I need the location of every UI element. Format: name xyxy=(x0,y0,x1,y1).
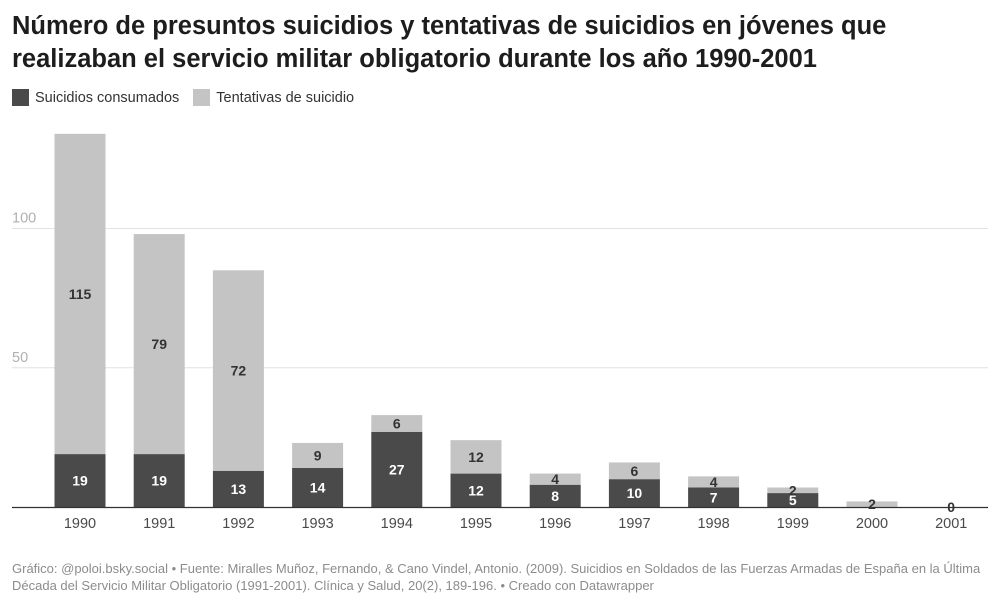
bar-1996-series-0 xyxy=(529,484,581,507)
bar-2000-series-1 xyxy=(846,501,898,507)
bar-1995-series-0 xyxy=(450,473,502,507)
source-footer: Gráfico: @poloi.bsky.social • Fuente: Mi… xyxy=(12,561,981,593)
data-label-1990-series-1: 115 xyxy=(69,286,92,302)
x-tick-label-1999: 1999 xyxy=(777,516,809,532)
data-label-1991-series-0: 19 xyxy=(151,473,167,489)
data-label-1994-series-1: 6 xyxy=(393,415,401,431)
bar-1992-series-0 xyxy=(212,470,264,507)
bar-1994-series-1 xyxy=(371,415,423,432)
data-label-1995-series-0: 12 xyxy=(468,482,484,498)
y-tick-label-50: 50 xyxy=(12,350,28,366)
data-label-1997-series-0: 10 xyxy=(627,485,643,501)
chart-title: Número de presuntos suicidios y tentativ… xyxy=(12,12,887,73)
legend-label-tentativas: Tentativas de suicidio xyxy=(216,89,355,106)
data-label-1992-series-0: 13 xyxy=(231,481,247,497)
data-label-1993-series-1: 9 xyxy=(314,447,322,463)
bar-1994-series-0 xyxy=(371,431,423,507)
bar-1997-series-0 xyxy=(608,479,660,507)
bar-1996-series-1 xyxy=(529,473,581,485)
data-label-2000-series-1: 2 xyxy=(868,496,876,512)
y-tick-label-100: 100 xyxy=(12,211,36,227)
data-label-1999-series-0: 5 xyxy=(789,492,797,508)
bar-1998-series-0 xyxy=(688,487,740,507)
data-label-1996-series-0: 8 xyxy=(551,488,559,504)
legend-item-suicidios: Suicidios consumados xyxy=(12,89,179,106)
bar-1990-series-1 xyxy=(54,133,106,455)
data-label-1992-series-1: 72 xyxy=(231,363,247,379)
x-tick-label-1992: 1992 xyxy=(222,516,254,532)
data-label-1998-series-1: 4 xyxy=(710,474,718,490)
data-label-1996-series-1: 4 xyxy=(551,471,559,487)
legend-swatch-suicidios xyxy=(12,89,29,106)
x-tick-label-1994: 1994 xyxy=(381,516,413,532)
data-label-1993-series-0: 14 xyxy=(310,480,326,496)
bar-1999-series-1 xyxy=(767,487,819,494)
bar-1993-series-0 xyxy=(292,468,344,507)
data-label-1991-series-1: 79 xyxy=(151,336,167,352)
x-tick-label-2000: 2000 xyxy=(856,516,888,532)
bar-1990-series-0 xyxy=(54,454,106,507)
data-label-1998-series-0: 7 xyxy=(710,489,718,505)
legend-label-suicidios: Suicidios consumados xyxy=(35,89,180,106)
x-tick-label-1993: 1993 xyxy=(301,516,333,532)
legend-swatch-tentativas xyxy=(193,89,211,106)
bar-1995-series-1 xyxy=(450,440,502,474)
x-tick-label-1997: 1997 xyxy=(618,516,650,532)
data-label-1994-series-0: 27 xyxy=(389,461,405,477)
x-tick-label-2001: 2001 xyxy=(935,516,967,532)
data-label-1990-series-0: 19 xyxy=(72,473,88,489)
legend: Suicidios consumados Tentativas de suici… xyxy=(12,89,368,106)
bar-1993-series-1 xyxy=(292,442,344,469)
x-tick-label-1996: 1996 xyxy=(539,516,571,532)
x-tick-label-1990: 1990 xyxy=(64,516,96,532)
data-label-1997-series-1: 6 xyxy=(631,463,639,479)
x-tick-label-1995: 1995 xyxy=(460,516,492,532)
legend-item-tentativas: Tentativas de suicidio xyxy=(193,89,354,106)
x-tick-label-1998: 1998 xyxy=(697,516,729,532)
bar-1998-series-1 xyxy=(688,476,740,488)
bar-1991-series-0 xyxy=(133,454,185,507)
x-tick-label-1991: 1991 xyxy=(143,516,175,532)
bar-1997-series-1 xyxy=(608,462,660,480)
data-label-1995-series-1: 12 xyxy=(468,449,484,465)
bar-1992-series-1 xyxy=(212,270,264,471)
data-label-1999-series-1: 2 xyxy=(789,482,797,498)
bar-1999-series-0 xyxy=(767,493,819,507)
bar-1991-series-1 xyxy=(133,234,185,455)
